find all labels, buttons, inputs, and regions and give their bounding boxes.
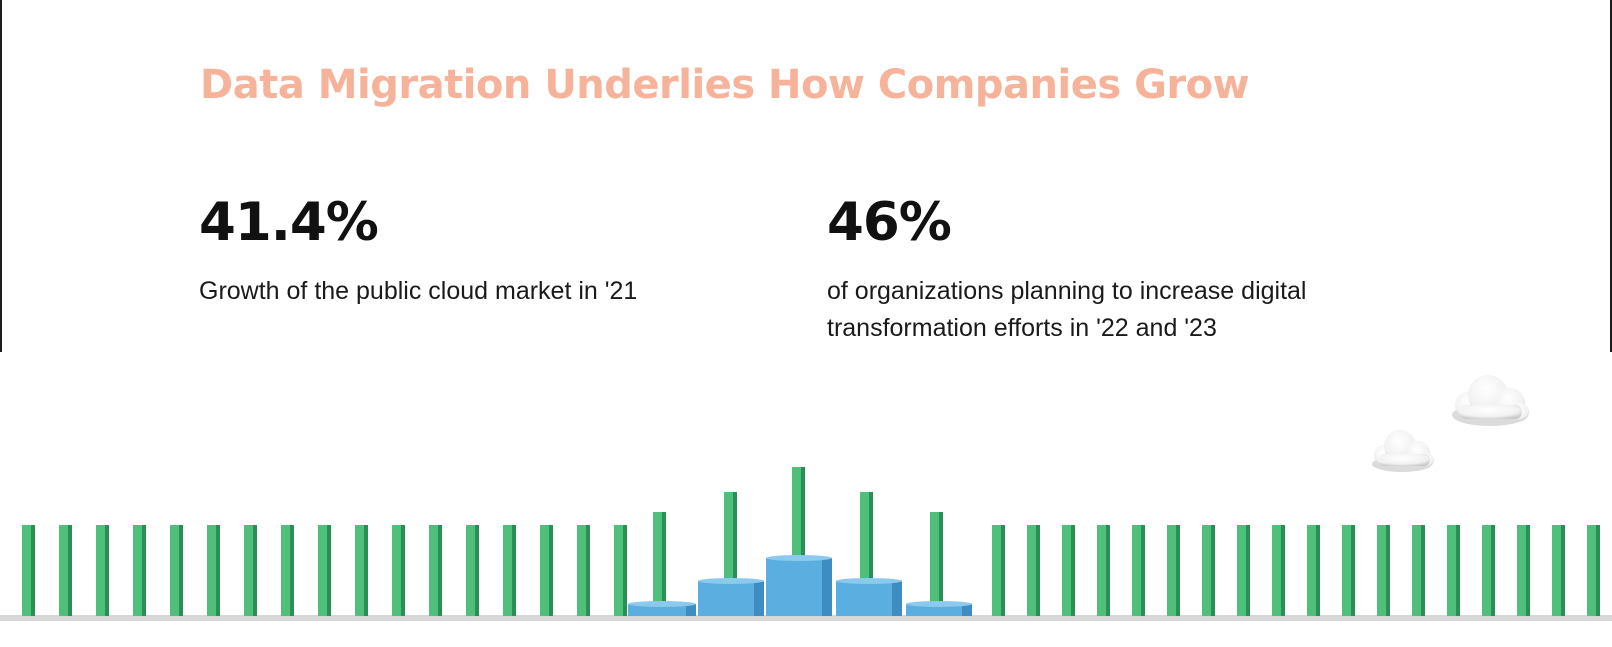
- decor-bar: [503, 525, 516, 616]
- decor-bar: [577, 525, 590, 616]
- decor-bar: [1027, 525, 1040, 616]
- decor-bar: [133, 525, 146, 616]
- decor-bar: [1062, 525, 1075, 616]
- cloud-icon: [1372, 430, 1434, 472]
- decor-bar: [930, 512, 943, 616]
- decor-bar: [540, 525, 553, 616]
- decor-bar: [1412, 525, 1425, 616]
- decor-cylinder: [628, 601, 696, 616]
- decor-bar: [1237, 525, 1250, 616]
- ground-shadow: [0, 615, 1612, 621]
- decor-bar: [170, 525, 183, 616]
- decor-bar: [1482, 525, 1495, 616]
- decor-bar: [614, 525, 627, 616]
- decor-cylinder: [906, 601, 972, 616]
- stat-description: Growth of the public cloud market in '21: [199, 277, 638, 305]
- decor-bar: [1097, 525, 1110, 616]
- frame-border-left: [0, 0, 2, 352]
- decor-bar: [207, 525, 220, 616]
- decor-bar: [1342, 525, 1355, 616]
- decor-bar: [429, 525, 442, 616]
- decor-bar: [653, 512, 666, 616]
- frame-border-right: [1610, 0, 1612, 352]
- decor-bar: [1447, 525, 1460, 616]
- stat-digital-transformation: 46% of organizations planning to increas…: [827, 196, 1427, 347]
- decor-bar: [22, 525, 35, 616]
- stat-description: of organizations planning to increase di…: [827, 277, 1307, 342]
- decor-bar: [1202, 525, 1215, 616]
- stat-value: 41.4%: [199, 192, 379, 253]
- decor-bar: [392, 525, 405, 616]
- page-title: Data Migration Underlies How Companies G…: [200, 62, 1250, 108]
- decor-bar: [281, 525, 294, 616]
- stat-value: 46%: [827, 192, 952, 253]
- decor-bar: [1377, 525, 1390, 616]
- decor-cylinder: [698, 578, 764, 616]
- decor-bar: [1552, 525, 1565, 616]
- decor-bar: [992, 525, 1005, 616]
- decor-bar: [318, 525, 331, 616]
- cylinders-layer: [628, 555, 972, 616]
- decor-cylinder: [766, 555, 832, 616]
- decor-bar: [59, 525, 72, 616]
- decor-bar: [355, 525, 368, 616]
- decor-bar: [1272, 525, 1285, 616]
- decor-bar: [244, 525, 257, 616]
- decor-bar: [96, 525, 109, 616]
- bars-layer: [22, 467, 1600, 616]
- decor-bar: [1132, 525, 1145, 616]
- decor-bar: [466, 525, 479, 616]
- decor-bar: [1307, 525, 1320, 616]
- decor-bar: [1587, 525, 1600, 616]
- stat-cloud-growth: 41.4% Growth of the public cloud market …: [199, 196, 669, 310]
- decor-bar: [1167, 525, 1180, 616]
- decor-bar: [1517, 525, 1530, 616]
- decor-cylinder: [836, 578, 902, 616]
- cloud-icon: [1452, 375, 1529, 426]
